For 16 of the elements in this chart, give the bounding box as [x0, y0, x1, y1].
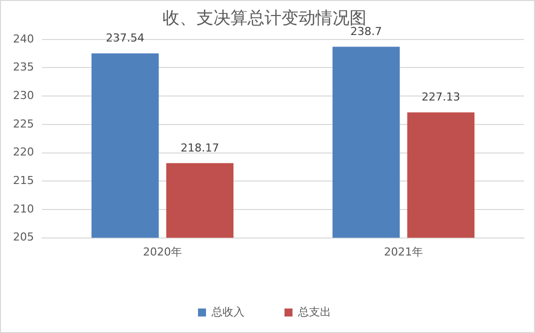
y-tick-label: 205	[12, 230, 34, 244]
y-tick-label: 225	[12, 117, 34, 130]
data-label: 218.17	[180, 142, 220, 155]
data-label: 238.7	[350, 25, 382, 38]
y-tick-label: 215	[12, 174, 34, 187]
y-tick-label: 235	[12, 60, 34, 74]
legend-label: 总支出	[297, 305, 331, 318]
y-tick-label: 220	[12, 146, 34, 159]
data-label: 237.54	[106, 32, 144, 45]
data-label: 227.13	[422, 90, 460, 104]
x-tick-label: 2021年	[384, 245, 423, 258]
y-tick-label: 210	[12, 202, 34, 216]
legend-label: 总收入	[210, 305, 244, 318]
y-tick-label: 240	[12, 32, 34, 46]
x-tick-label: 2020年	[142, 245, 182, 258]
y-tick-label: 230	[12, 88, 34, 102]
